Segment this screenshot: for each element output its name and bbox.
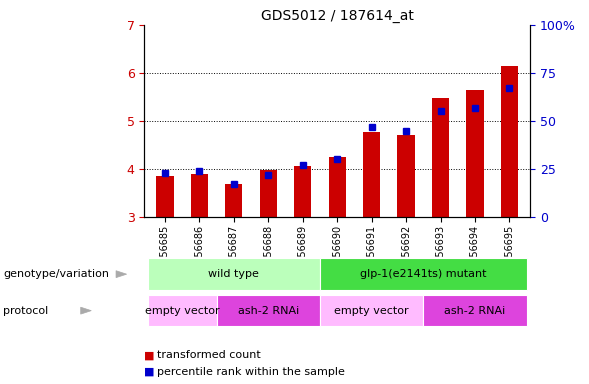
Bar — [294, 166, 312, 217]
Text: glp-1(e2141ts) mutant: glp-1(e2141ts) mutant — [360, 269, 487, 279]
Text: percentile rank within the sample: percentile rank within the sample — [157, 367, 345, 377]
Polygon shape — [81, 307, 91, 314]
Bar — [225, 184, 243, 217]
Text: wild type: wild type — [209, 269, 259, 279]
Text: ■: ■ — [144, 367, 155, 377]
Bar — [191, 174, 208, 217]
Text: genotype/variation: genotype/variation — [3, 269, 109, 279]
Text: transformed count: transformed count — [157, 350, 261, 360]
Text: empty vector: empty vector — [335, 306, 409, 316]
Text: ash-2 RNAi: ash-2 RNAi — [444, 306, 505, 316]
Bar — [260, 170, 277, 217]
Text: empty vector: empty vector — [145, 306, 220, 316]
Text: protocol: protocol — [3, 306, 48, 316]
Bar — [363, 132, 380, 217]
Polygon shape — [116, 271, 127, 278]
Bar — [466, 90, 484, 217]
Bar — [156, 176, 174, 217]
Bar — [329, 157, 346, 217]
Bar — [501, 66, 518, 217]
Bar — [398, 136, 415, 217]
Text: ash-2 RNAi: ash-2 RNAi — [238, 306, 299, 316]
Title: GDS5012 / 187614_at: GDS5012 / 187614_at — [261, 8, 413, 23]
Text: ■: ■ — [144, 350, 155, 360]
Bar — [432, 98, 449, 217]
